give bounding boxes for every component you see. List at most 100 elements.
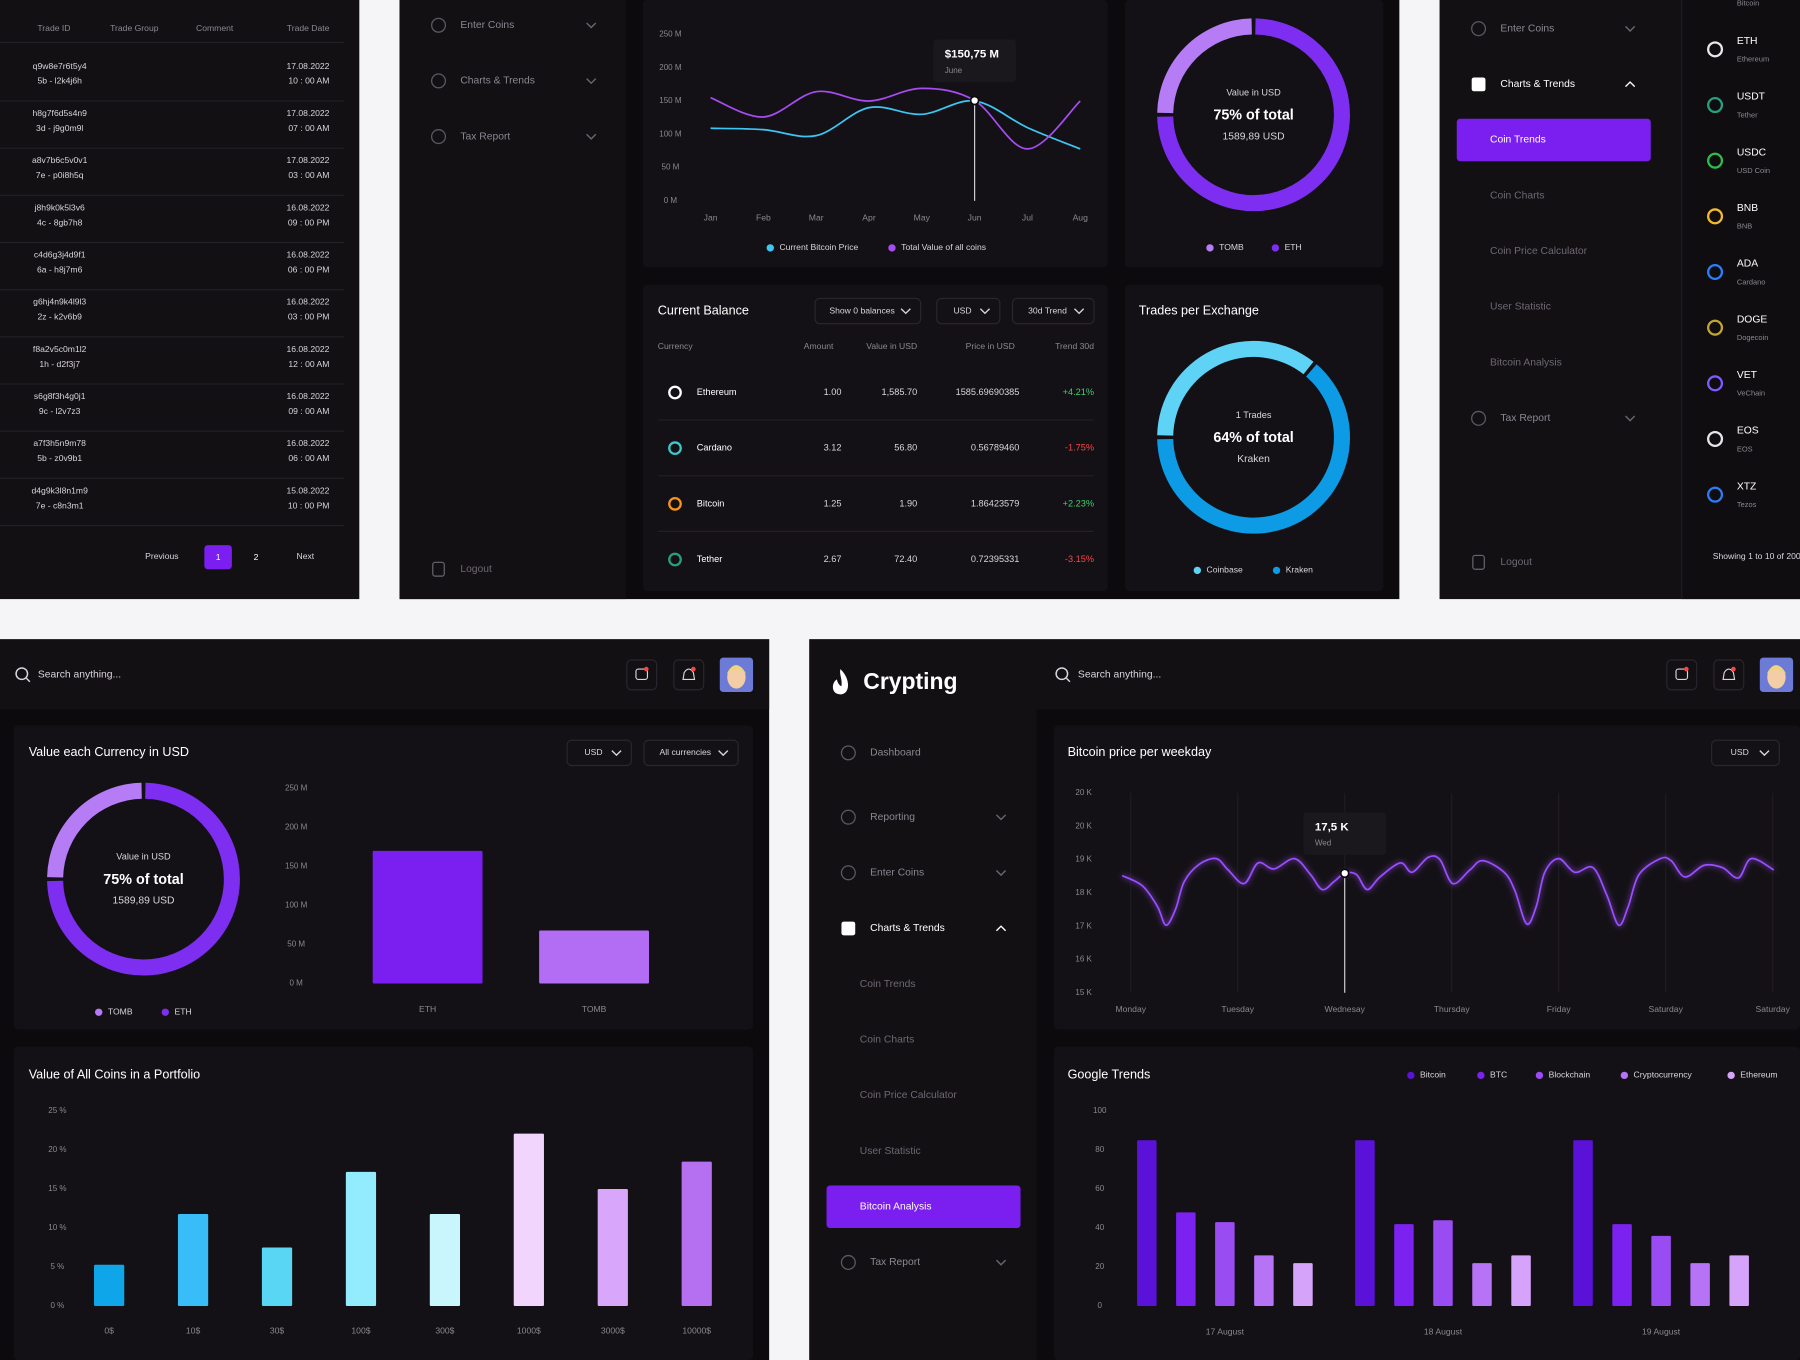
nav-subitem[interactable]: User Statistic [1490, 302, 1551, 313]
chevron [718, 750, 729, 757]
dropdown[interactable] [1711, 739, 1780, 767]
trade-time: 06 : 00 AM [288, 453, 329, 463]
header [0, 639, 770, 710]
cell: 2.67 [824, 554, 842, 564]
donut-center-text: Value in USD [1226, 87, 1281, 97]
nav-item[interactable]: Charts & Trends [870, 923, 945, 934]
badge [691, 666, 696, 672]
nav-item[interactable]: Enter Coins [1500, 23, 1554, 34]
nav-item[interactable]: Tax Report [870, 1257, 920, 1268]
y-tick-label: 40 [1095, 1223, 1104, 1232]
donut-center-text: Value in USD [116, 852, 171, 862]
y-tick-label: 60 [1095, 1184, 1104, 1193]
chevron [995, 814, 1007, 821]
cell: 72.40 [894, 554, 917, 564]
nav-subitem[interactable]: Coin Charts [1490, 190, 1545, 201]
trade-time: 03 : 00 PM [288, 312, 330, 322]
trade-time: 03 : 00 AM [288, 170, 329, 180]
icon-button[interactable] [626, 659, 658, 691]
nav-item[interactable]: Tax Report [1500, 413, 1550, 424]
nav-subitem[interactable]: Coin Price Calculator [860, 1090, 958, 1101]
y-tick-label: 20 K [1075, 821, 1092, 830]
dropdown-label[interactable]: USD [1731, 747, 1749, 757]
dropdown[interactable] [566, 739, 632, 767]
legend-label: ETH [174, 1007, 191, 1017]
nav-item[interactable]: Charts & Trends [460, 76, 535, 87]
logo: Crypting [863, 668, 957, 694]
icon-button[interactable] [673, 659, 705, 691]
dropdown[interactable] [1011, 297, 1095, 325]
x-tick-label: Saturday [1755, 1004, 1790, 1014]
y-tick-label: 0 % [50, 1301, 64, 1310]
nav-subitem[interactable]: User Statistic [860, 1146, 921, 1157]
nav-subitem[interactable]: Bitcoin Analysis [860, 1202, 932, 1213]
tooltip-value: $150,75 M [945, 49, 999, 61]
legend-swatch [1620, 1071, 1629, 1080]
bar [345, 1171, 377, 1307]
trade-date: 15.08.2022 [286, 485, 329, 495]
column-header: Price in USD [966, 341, 1015, 351]
trade-id: s6g8f3h4g0j1 [34, 391, 86, 401]
line [1121, 855, 1775, 927]
y-tick-label: 250 M [285, 784, 308, 793]
column-header: Trade ID [37, 23, 70, 33]
coin-icon [1707, 152, 1724, 169]
nav-subitem[interactable]: Coin Price Calculator [1490, 246, 1588, 257]
cell: 1.86423579 [971, 498, 1019, 508]
currency-icon [668, 385, 682, 400]
page-next[interactable]: Next [297, 551, 315, 561]
nav-subitem[interactable]: Coin Trends [860, 979, 916, 990]
search-icon [25, 677, 31, 683]
logout[interactable]: Logout [1500, 557, 1532, 568]
trade-date: 16.08.2022 [286, 202, 329, 212]
bar [1472, 1263, 1492, 1307]
dropdown-label[interactable]: Show 0 balances [829, 305, 894, 315]
dropdown-label[interactable]: USD [584, 747, 602, 757]
nav-icon [840, 1254, 856, 1270]
search-input[interactable]: Search anything... [38, 670, 121, 681]
dropdown-label[interactable]: USD [953, 305, 971, 315]
nav-icon [431, 73, 447, 89]
nav-item[interactable]: Dashboard [870, 748, 921, 759]
trade-time: 09 : 00 AM [288, 406, 329, 416]
nav-active[interactable] [826, 1185, 1021, 1229]
chat-icon [1675, 668, 1689, 680]
y-tick-label: 100 M [659, 129, 682, 138]
nav-subitem[interactable]: Bitcoin Analysis [1490, 357, 1562, 368]
page-number[interactable]: 1 [216, 552, 221, 562]
trade-time: 09 : 00 PM [288, 217, 330, 227]
coin-symbol: ADA [1737, 259, 1758, 270]
card-title: Value of All Coins in a Portfolio [29, 1068, 201, 1082]
dropdown-label[interactable]: All currencies [660, 747, 712, 757]
nav-subitem[interactable]: Coin Trends [1490, 135, 1546, 146]
nav-subitem[interactable]: Coin Charts [860, 1035, 915, 1046]
dropdown[interactable] [643, 739, 739, 767]
column-header: Currency [658, 341, 694, 351]
nav-item[interactable]: Enter Coins [870, 868, 924, 879]
icon-button[interactable] [1713, 659, 1745, 691]
trade-time: 10 : 00 AM [288, 76, 329, 86]
nav-item[interactable]: Reporting [870, 812, 915, 823]
bar [1293, 1263, 1313, 1307]
nav-active[interactable] [1456, 118, 1651, 162]
line [710, 87, 1081, 150]
dropdown-label[interactable]: 30d Trend [1028, 305, 1067, 315]
dropdown[interactable] [814, 297, 922, 325]
dropdown[interactable] [936, 297, 1001, 325]
page-previous[interactable]: Previous [145, 551, 178, 561]
donut-center-text: 75% of total [103, 872, 183, 888]
currency-icon [668, 496, 682, 511]
page-button[interactable] [204, 545, 232, 570]
nav-item[interactable]: Tax Report [460, 131, 510, 142]
nav-item[interactable]: Enter Coins [460, 20, 514, 31]
page-number[interactable]: 2 [254, 552, 259, 562]
bar [429, 1213, 461, 1307]
search-input[interactable]: Search anything... [1078, 670, 1161, 681]
chevron [1625, 25, 1636, 32]
logout[interactable]: Logout [460, 564, 492, 575]
nav-icon [840, 809, 856, 825]
column-header: Comment [196, 23, 234, 33]
legend-swatch [1407, 1071, 1415, 1080]
nav-item[interactable]: Charts & Trends [1500, 79, 1575, 90]
icon-button[interactable] [1666, 659, 1698, 691]
